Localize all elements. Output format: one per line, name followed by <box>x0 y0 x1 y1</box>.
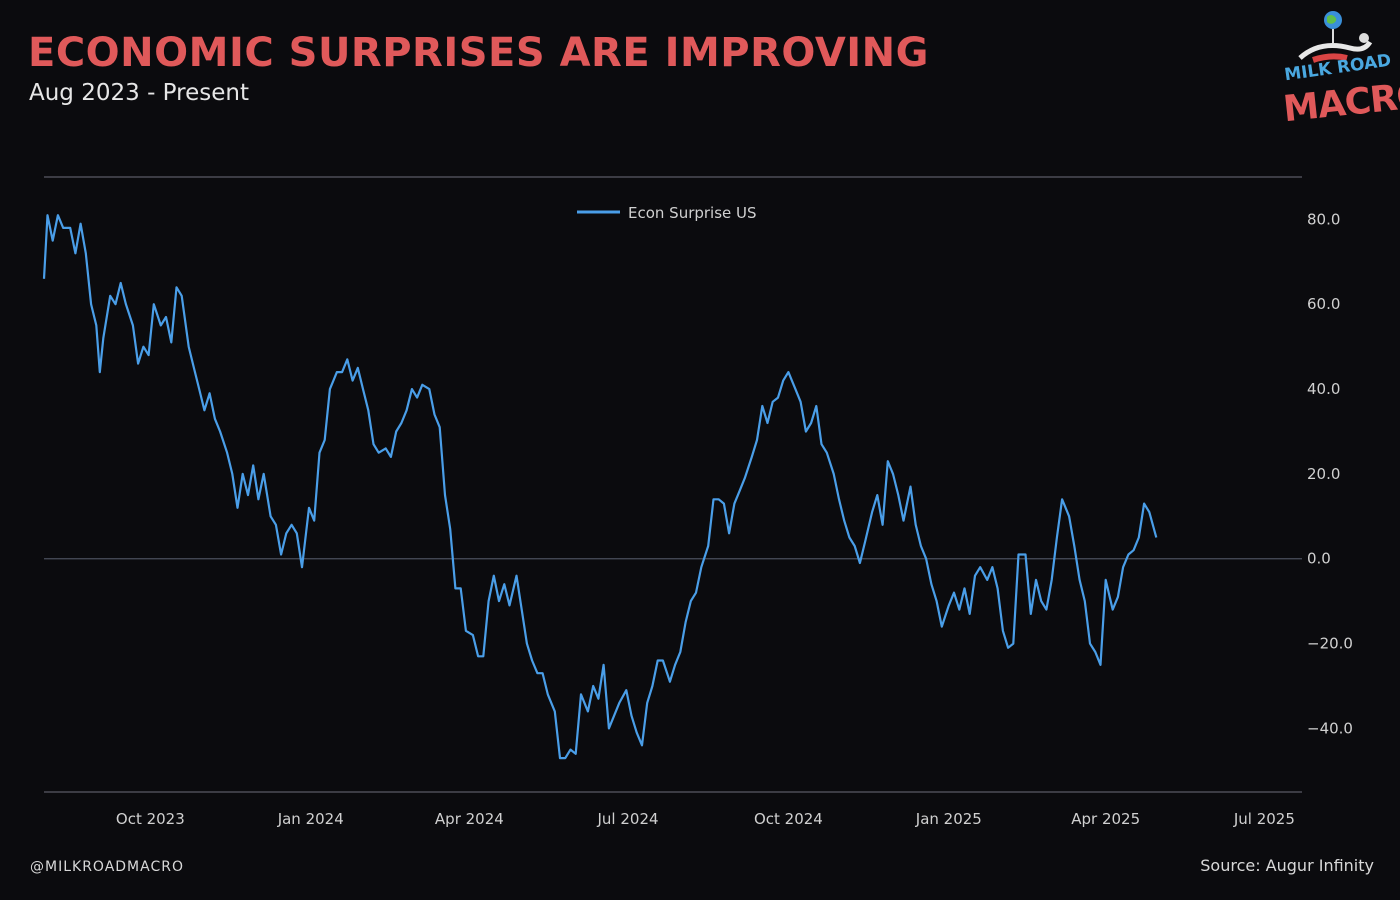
footer-handle: @MILKROADMACRO <box>30 859 184 875</box>
legend: Econ Surprise US <box>577 204 757 222</box>
x-tick-label: Oct 2023 <box>116 810 185 828</box>
x-tick-label: Jul 2025 <box>1233 810 1295 828</box>
footer-source: Source: Augur Infinity <box>1200 856 1374 875</box>
chart-subtitle: Aug 2023 - Present <box>29 80 249 106</box>
x-tick-label: Jan 2025 <box>915 810 982 828</box>
y-tick-label: 40.0 <box>1307 380 1340 398</box>
chart-title: ECONOMIC SURPRISES ARE IMPROVING <box>28 30 929 76</box>
y-tick-label: 60.0 <box>1307 295 1340 313</box>
x-axis: Oct 2023 Jan 2024 Apr 2024 Jul 2024 Oct 2024… <box>116 810 1295 828</box>
y-tick-label: 20.0 <box>1307 465 1340 483</box>
x-tick-label: Jul 2024 <box>597 810 659 828</box>
x-tick-label: Oct 2024 <box>754 810 823 828</box>
x-tick-label: Apr 2024 <box>435 810 504 828</box>
legend-label: Econ Surprise US <box>628 204 757 222</box>
y-tick-label: 0.0 <box>1307 550 1331 568</box>
y-tick-label: 80.0 <box>1307 210 1340 228</box>
y-tick-label: −40.0 <box>1307 719 1353 737</box>
y-axis: 80.0 60.0 40.0 20.0 0.0 −20.0 −40.0 <box>1307 210 1353 737</box>
series-line-econ-surprise-us <box>42 214 1158 760</box>
y-tick-label: −20.0 <box>1307 635 1353 653</box>
plot-frame <box>44 176 1302 793</box>
x-tick-label: Apr 2025 <box>1071 810 1140 828</box>
logo-mascot-icon <box>1298 11 1373 63</box>
brand-logo: MILK ROAD MACRO <box>1278 8 1400 132</box>
x-tick-label: Jan 2024 <box>277 810 344 828</box>
